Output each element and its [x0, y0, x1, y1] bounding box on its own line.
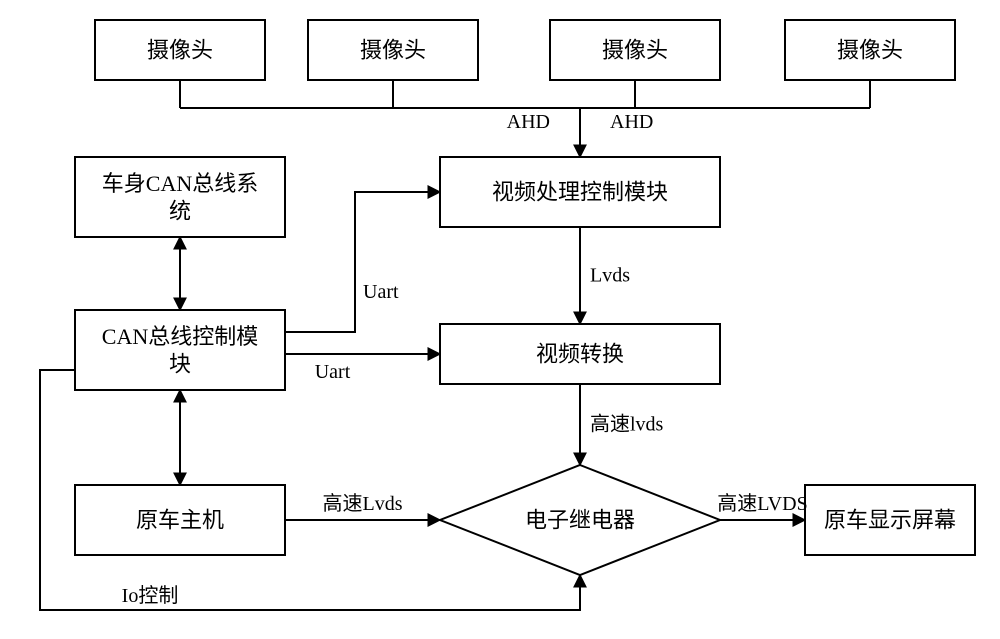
edge-label: 高速Lvds [323, 492, 403, 515]
node-vpm-label: 视频处理控制模块 [492, 180, 668, 205]
node-cansys-label: 车身CAN总线系 [102, 171, 258, 196]
node-canmod-label: CAN总线控制模 [102, 324, 258, 349]
edge-label: 高速lvds [590, 413, 664, 436]
node-cam2-label: 摄像头 [360, 38, 426, 63]
edge-label: Uart [363, 281, 399, 303]
node-cansys [75, 157, 285, 237]
node-cam1-label: 摄像头 [147, 38, 213, 63]
flowchart-diagram: 摄像头 摄像头 摄像头 摄像头车身CAN总线系统 视频处理控制模块 CAN总线控制模块 视频… [0, 0, 1000, 639]
edge-label: AHD [610, 111, 653, 133]
edge-label: Lvds [590, 265, 630, 287]
edge-polyline [285, 192, 440, 332]
node-host-label: 原车主机 [136, 508, 224, 533]
node-cansys-label: 统 [169, 198, 191, 223]
node-vconv-label: 视频转换 [536, 342, 624, 367]
edge-label: Uart [315, 361, 351, 383]
node-relay-label: 电子继电器 [525, 508, 635, 533]
edge-label: 高速LVDS [717, 492, 807, 515]
edge-label: Io控制 [122, 584, 179, 607]
node-canmod-label: 块 [169, 351, 191, 376]
node-cam4-label: 摄像头 [837, 38, 903, 63]
node-disp-label: 原车显示屏幕 [824, 508, 956, 533]
node-canmod [75, 310, 285, 390]
edge-label: AHD [507, 111, 550, 133]
node-cam3-label: 摄像头 [602, 38, 668, 63]
